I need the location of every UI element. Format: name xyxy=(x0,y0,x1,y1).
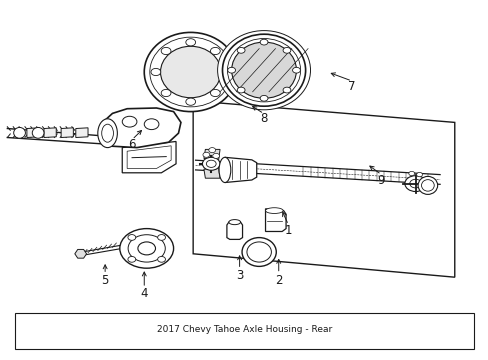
Polygon shape xyxy=(75,249,86,258)
Polygon shape xyxy=(265,209,285,231)
Circle shape xyxy=(157,235,165,240)
Ellipse shape xyxy=(246,242,271,262)
Ellipse shape xyxy=(32,127,44,138)
Circle shape xyxy=(409,179,421,188)
Ellipse shape xyxy=(14,127,25,138)
Circle shape xyxy=(185,39,195,46)
Circle shape xyxy=(206,160,216,167)
Circle shape xyxy=(416,172,422,177)
Ellipse shape xyxy=(144,32,237,112)
Circle shape xyxy=(161,48,171,55)
Text: 2017 Chevy Tahoe Axle Housing - Rear: 2017 Chevy Tahoe Axle Housing - Rear xyxy=(157,325,331,334)
Circle shape xyxy=(161,89,171,96)
Circle shape xyxy=(122,116,137,127)
Circle shape xyxy=(210,48,220,55)
Ellipse shape xyxy=(219,157,230,183)
Circle shape xyxy=(260,95,267,101)
Ellipse shape xyxy=(417,176,437,194)
Polygon shape xyxy=(127,146,171,168)
Circle shape xyxy=(260,39,267,45)
Circle shape xyxy=(157,256,165,262)
Text: 5: 5 xyxy=(101,274,109,287)
Ellipse shape xyxy=(149,37,231,107)
Ellipse shape xyxy=(102,124,113,142)
Text: 1: 1 xyxy=(284,224,292,237)
Circle shape xyxy=(128,256,136,262)
Ellipse shape xyxy=(421,180,433,191)
Circle shape xyxy=(227,67,235,73)
Circle shape xyxy=(138,242,155,255)
Circle shape xyxy=(283,48,290,53)
Circle shape xyxy=(220,68,230,76)
Polygon shape xyxy=(122,141,176,173)
Polygon shape xyxy=(203,149,220,160)
Polygon shape xyxy=(76,128,88,138)
Circle shape xyxy=(202,157,220,170)
Circle shape xyxy=(120,229,173,268)
Polygon shape xyxy=(100,108,181,148)
Circle shape xyxy=(212,153,219,158)
Circle shape xyxy=(210,89,220,96)
Circle shape xyxy=(408,171,414,176)
Ellipse shape xyxy=(217,31,310,110)
Polygon shape xyxy=(226,222,242,239)
Bar xyxy=(15,313,473,349)
Circle shape xyxy=(144,119,159,130)
Text: 2: 2 xyxy=(274,274,282,287)
Polygon shape xyxy=(203,167,220,178)
Circle shape xyxy=(185,98,195,105)
Ellipse shape xyxy=(160,46,221,98)
Circle shape xyxy=(237,87,244,93)
Text: 3: 3 xyxy=(235,269,243,282)
Text: 7: 7 xyxy=(347,80,355,93)
Circle shape xyxy=(237,48,244,53)
Circle shape xyxy=(203,152,209,157)
Text: 6: 6 xyxy=(128,138,136,150)
Ellipse shape xyxy=(265,208,283,213)
Circle shape xyxy=(128,235,136,240)
Circle shape xyxy=(283,87,290,93)
Polygon shape xyxy=(61,128,73,138)
Circle shape xyxy=(292,67,300,73)
Circle shape xyxy=(208,148,215,153)
Text: 8: 8 xyxy=(260,112,267,125)
Ellipse shape xyxy=(228,220,240,225)
Circle shape xyxy=(151,68,161,76)
Polygon shape xyxy=(27,128,39,138)
Ellipse shape xyxy=(222,34,305,106)
Polygon shape xyxy=(193,101,454,277)
Circle shape xyxy=(404,176,426,192)
Polygon shape xyxy=(44,128,56,138)
Ellipse shape xyxy=(242,238,276,266)
Text: 9: 9 xyxy=(377,174,385,186)
Ellipse shape xyxy=(227,39,300,102)
Text: 4: 4 xyxy=(140,287,148,300)
Polygon shape xyxy=(224,157,256,183)
Ellipse shape xyxy=(231,42,296,98)
Ellipse shape xyxy=(98,119,117,148)
Circle shape xyxy=(128,235,165,262)
